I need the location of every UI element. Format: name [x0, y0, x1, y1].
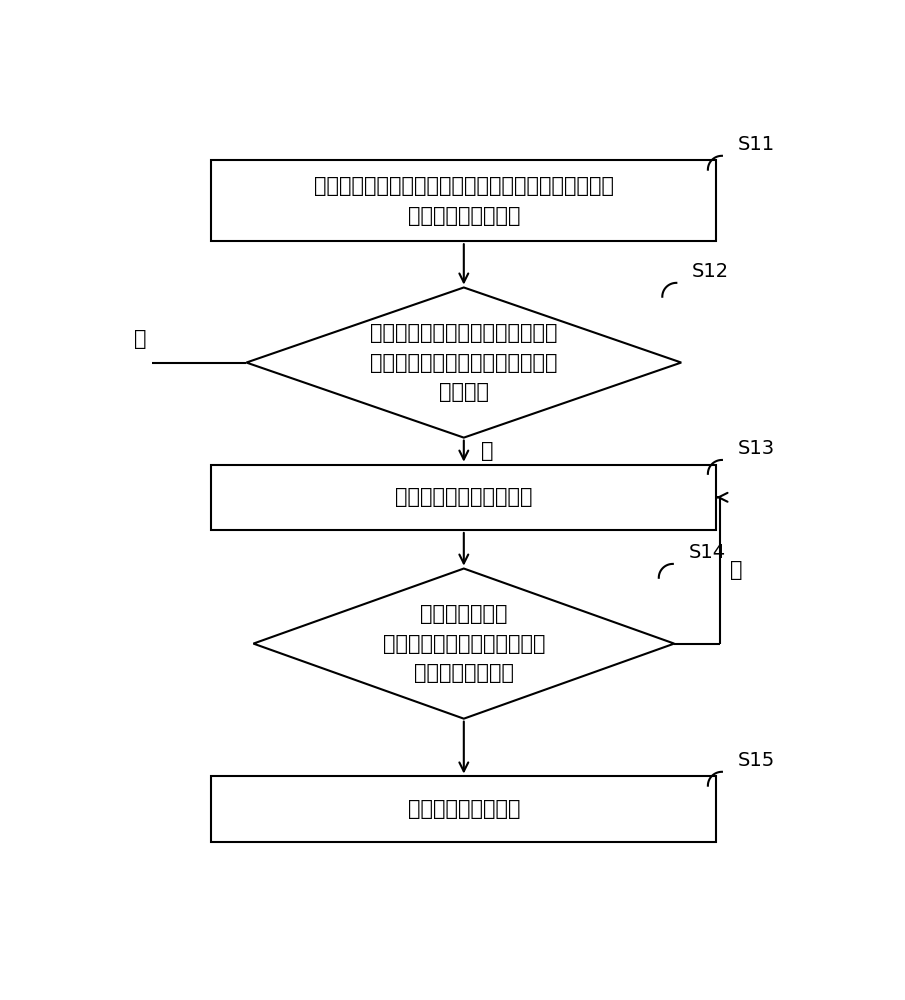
Text: 控制起动继电器断开: 控制起动继电器断开 — [407, 799, 520, 819]
Text: 起动继电器满足预设断开条件的情
况下，起动继电器满足预设保持接
通条件？: 起动继电器满足预设断开条件的情 况下，起动继电器满足预设保持接 通条件？ — [370, 323, 557, 402]
Text: S11: S11 — [738, 135, 775, 154]
Polygon shape — [246, 287, 681, 438]
Bar — [212, 465, 717, 530]
Text: 在发动机的所在环境温度小于预设温度阈值的情况下，
获取发动机起动数据: 在发动机的所在环境温度小于预设温度阈值的情况下， 获取发动机起动数据 — [314, 176, 614, 226]
Bar — [212, 776, 717, 842]
Text: 是: 是 — [730, 560, 743, 580]
Text: 控制起动继电器保持接通: 控制起动继电器保持接通 — [395, 487, 532, 507]
Text: S12: S12 — [691, 262, 729, 281]
Text: S14: S14 — [689, 543, 726, 562]
Text: 到达下一次判断
起动继电器满足预设保持接通
条件的判断时间？: 到达下一次判断 起动继电器满足预设保持接通 条件的判断时间？ — [383, 604, 545, 683]
Polygon shape — [253, 569, 674, 719]
Text: S15: S15 — [738, 751, 775, 770]
Text: 是: 是 — [481, 441, 494, 461]
Text: 否: 否 — [134, 329, 146, 349]
Bar — [212, 160, 717, 241]
Text: S13: S13 — [738, 439, 775, 458]
